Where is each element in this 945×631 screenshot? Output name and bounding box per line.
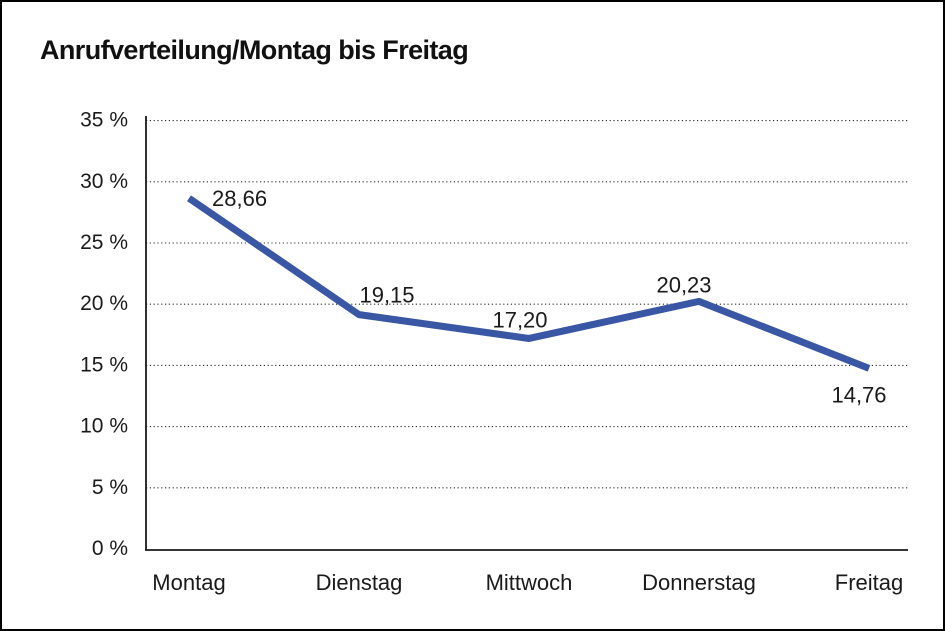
y-tick-label: 25 % [80,231,128,254]
data-label: 14,76 [831,382,886,407]
gridlines [146,120,908,489]
x-category-label: Freitag [835,570,903,595]
y-tick-label: 5 % [92,476,128,499]
y-tick-label: 35 % [80,109,128,132]
series-line-group [187,195,871,372]
x-category-label: Mittwoch [486,570,573,595]
x-category-label: Montag [152,570,225,595]
series-line [187,195,871,372]
axes [145,116,908,551]
y-tick-label: 30 % [80,170,128,193]
y-axis-tick-labels: 0 % 5 % 10 % 15 % 20 % 25 % 30 % 35 % [80,109,128,560]
data-label: 17,20 [492,307,547,332]
data-labels: 28,66 19,15 17,20 20,23 14,76 [212,186,887,407]
x-category-label: Donnerstag [642,570,756,595]
y-tick-label: 20 % [80,292,128,315]
data-label: 19,15 [359,283,414,308]
data-label: 20,23 [656,272,711,297]
y-tick-label: 10 % [80,415,128,438]
x-category-label: Dienstag [316,570,403,595]
y-tick-label: 0 % [92,537,128,560]
y-tick-label: 15 % [80,353,128,376]
x-axis-category-labels: Montag Dienstag Mittwoch Donnerstag Freitag [152,570,903,595]
chart-title: Anrufverteilung/Montag bis Freitag [40,35,469,65]
data-label: 28,66 [212,186,267,211]
